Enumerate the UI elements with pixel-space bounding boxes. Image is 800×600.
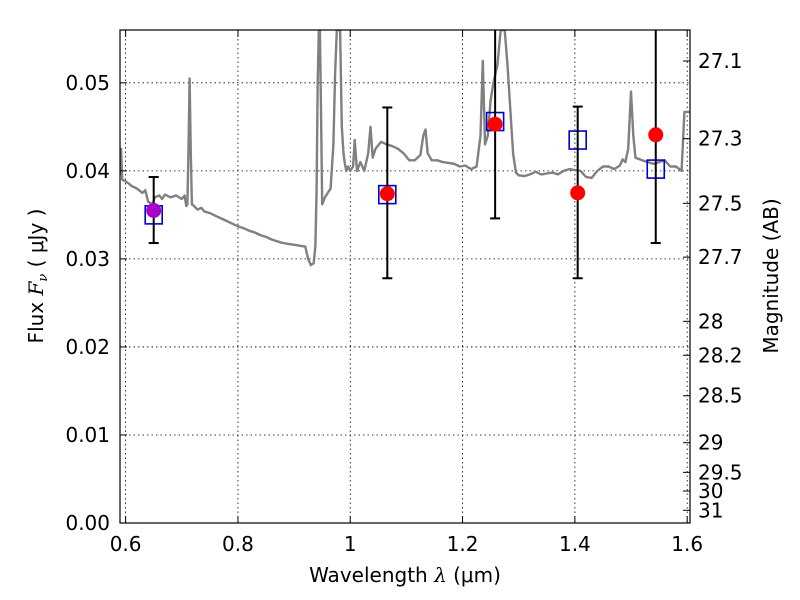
- y-tick-label: 0.03: [65, 247, 110, 271]
- series-layer: [120, 30, 690, 280]
- x-tick-label: 1.6: [671, 532, 703, 556]
- x-tick-label: 0.8: [222, 532, 254, 556]
- observed-photometry-point: [570, 185, 586, 201]
- y2-axis-label: Magnitude (AB): [759, 198, 783, 353]
- mag-tick-label: 27.5: [698, 191, 743, 215]
- spectrum-line: [120, 30, 690, 267]
- y-axis-label: Flux Fν ( μJy ): [24, 209, 51, 344]
- y-tick-label: 0.04: [65, 159, 110, 183]
- y-tick-label: 0.05: [65, 71, 110, 95]
- x-tick-label: 1.2: [447, 532, 479, 556]
- x-tick-label: 1: [344, 532, 357, 556]
- mag-tick-label: 27.7: [698, 245, 743, 269]
- mag-tick-label: 29.5: [698, 460, 743, 484]
- y-tick-label: 0.01: [65, 423, 110, 447]
- observed-photometry-point: [648, 127, 664, 143]
- mag-tick-label: 28.2: [698, 343, 743, 367]
- mag-tick-label: 27.1: [698, 49, 743, 73]
- mag-tick-label: 27.3: [698, 127, 743, 151]
- grid: [120, 30, 690, 524]
- x-axis-label: Wavelength λ (μm): [309, 563, 501, 587]
- observed-photometry-point: [487, 116, 503, 132]
- mag-tick-label: 29: [698, 431, 723, 455]
- ticks: 0.6 0.8 1 1.2 1.4 1.6 0.00 0.01 0.02 0.03 0.04 0.05…: [65, 30, 743, 556]
- mag-tick-label: 30: [698, 479, 723, 503]
- mag-tick-label: 28.5: [698, 384, 743, 408]
- y-tick-label: 0.02: [65, 335, 110, 359]
- mag-tick-label: 28: [698, 309, 723, 333]
- x-tick-label: 1.4: [559, 532, 591, 556]
- x-tick-label: 0.6: [110, 532, 142, 556]
- observed-photometry-point: [379, 186, 395, 202]
- observed-photometry-point: [146, 202, 162, 218]
- y-tick-label: 0.00: [65, 511, 110, 535]
- plot-frame: [119, 29, 691, 524]
- mag-tick-label: 31: [698, 498, 723, 522]
